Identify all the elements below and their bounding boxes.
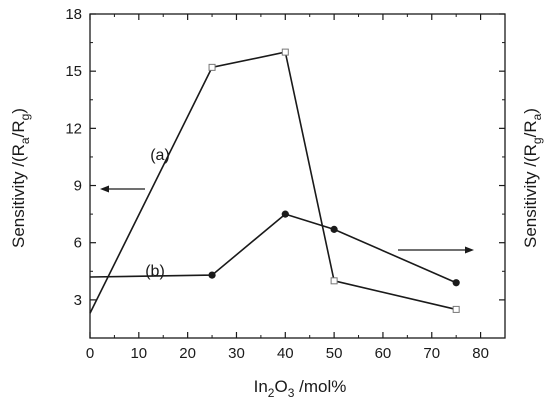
data-point-b: [330, 225, 338, 233]
arrow-left-head: [100, 185, 109, 193]
data-point-a: [208, 63, 216, 71]
data-point-a: [281, 48, 289, 56]
data-point-b: [452, 279, 460, 287]
x-tick-label: 20: [179, 345, 196, 362]
x-tick-label: 40: [277, 345, 294, 362]
y-axis-label-right: Sensitivity /(Rg/Ra): [521, 108, 544, 248]
plot-frame: [89, 13, 506, 339]
y-tick-label: 6: [74, 235, 82, 252]
y-axis-label-left: Sensitivity /(Ra/Rg): [9, 108, 32, 248]
x-axis-label: In2O3 /mol%: [254, 377, 347, 400]
y-tick-label: 9: [74, 178, 82, 195]
y-tick-label: 3: [74, 292, 82, 309]
series-label-a: (a): [150, 147, 170, 164]
x-tick-label: 70: [423, 345, 440, 362]
x-tick-label: 10: [130, 345, 147, 362]
y-tick-label: 18: [65, 6, 82, 23]
x-tick-label: 60: [375, 345, 392, 362]
arrow-right-head: [465, 246, 474, 254]
data-point-b: [208, 271, 216, 279]
data-point-b: [281, 210, 289, 218]
x-tick-label: 80: [472, 345, 489, 362]
y-tick-label: 15: [65, 63, 82, 80]
data-point-a: [330, 277, 338, 285]
x-tick-label: 0: [86, 345, 94, 362]
y-tick-label: 12: [65, 120, 82, 137]
series-label-b: (b): [145, 263, 165, 280]
x-tick-label: 50: [326, 345, 343, 362]
x-tick-label: 30: [228, 345, 245, 362]
data-point-a: [452, 305, 460, 313]
